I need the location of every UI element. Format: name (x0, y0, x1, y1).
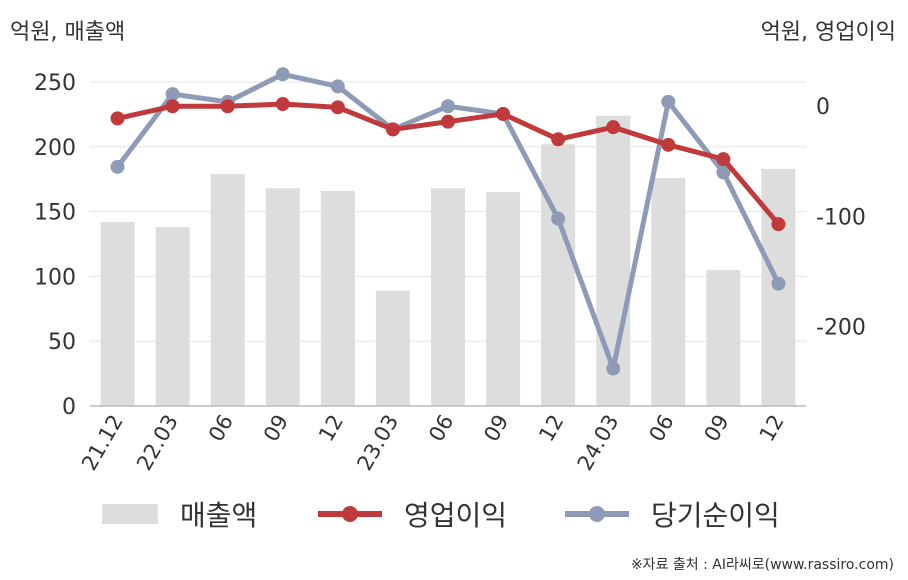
x-tick-label: 06 (424, 411, 458, 446)
operating-profit-point (661, 137, 676, 152)
operating-profit-point (385, 122, 400, 137)
revenue-bar (320, 190, 355, 406)
net-income-point (441, 99, 455, 114)
left-axis-tick-label: 150 (34, 201, 76, 226)
right-axis-tick-label: -100 (816, 205, 866, 230)
revenue-bar (155, 227, 190, 406)
left-axis-tick-label: 200 (34, 136, 76, 161)
net-income-point (551, 211, 566, 226)
x-tick-label: 09 (479, 410, 513, 445)
revenue-bar (265, 188, 300, 406)
combo-chart: 0 50 100 150 200 250 0 -100 -200 21.12 22.03 06 09 12… (34, 67, 866, 475)
x-tick-label: 23.03 (352, 411, 403, 475)
line-layer (110, 67, 786, 376)
legend-item-net-income: 당기순이익 (565, 494, 780, 534)
legend: 매출액 영업이익 당기순이익 (0, 494, 908, 534)
legend-label-operating-profit: 영업이익 (404, 499, 508, 532)
legend-swatch-revenue (102, 504, 158, 524)
operating-profit-point (551, 132, 566, 147)
right-axis-tick-label: 0 (816, 95, 830, 120)
bar-layer (100, 115, 796, 407)
legend-swatch-net-income (565, 504, 629, 524)
net-income-point (661, 94, 676, 109)
net-income-point (771, 276, 786, 291)
operating-profit-point (716, 152, 731, 167)
left-axis-tick-label: 250 (34, 71, 76, 96)
left-axis-tick-label: 50 (48, 330, 76, 355)
operating-profit-point (441, 114, 455, 129)
revenue-bar (100, 221, 135, 406)
source-note: ※자료 출처 : AI라씨로(www.rassiro.com) (630, 557, 894, 573)
operating-profit-point (220, 99, 235, 114)
revenue-bar (486, 192, 521, 406)
x-tick-label: 12 (534, 411, 568, 446)
net-income-point (275, 67, 290, 82)
x-tick-label: 06 (204, 411, 238, 446)
x-tick-label: 22.03 (132, 411, 183, 475)
net-income-point (606, 361, 621, 376)
left-axis-tick-label: 100 (34, 265, 76, 290)
operating-profit-point (330, 100, 345, 115)
operating-profit-point (165, 99, 180, 114)
x-tick-label: 09 (259, 411, 293, 446)
revenue-bar (210, 174, 245, 406)
legend-swatch-operating-profit (318, 504, 382, 524)
x-tick-label: 12 (755, 411, 789, 446)
revenue-bar (706, 269, 741, 406)
revenue-bar (375, 290, 410, 406)
x-tick-label: 21.12 (77, 411, 128, 475)
right-axis-tick-label: -200 (816, 316, 866, 341)
net-income-point (716, 165, 731, 180)
operating-profit-point (110, 111, 125, 126)
net-income-point (330, 79, 345, 94)
left-axis-unit: 억원, 매출액 (10, 20, 126, 45)
left-axis-tick-label: 0 (62, 395, 76, 420)
revenue-bar (541, 144, 576, 406)
x-tick-label: 24.03 (573, 411, 624, 475)
right-axis-unit: 억원, 영업이익 (760, 20, 896, 45)
operating-profit-point (496, 106, 511, 121)
legend-item-revenue: 매출액 (102, 494, 257, 534)
revenue-bar (431, 188, 465, 406)
legend-label-revenue: 매출액 (180, 499, 258, 532)
operating-profit-point (771, 217, 786, 232)
net-income-point (165, 87, 180, 102)
operating-profit-point (606, 120, 621, 135)
legend-item-operating-profit: 영업이익 (318, 494, 507, 534)
x-tick-label: 09 (700, 411, 734, 446)
x-tick-label: 06 (644, 411, 678, 446)
revenue-bar (651, 177, 686, 406)
net-income-point (110, 159, 125, 174)
x-tick-label: 12 (314, 411, 348, 446)
operating-profit-point (275, 97, 290, 112)
legend-label-net-income: 당기순이익 (651, 499, 780, 532)
